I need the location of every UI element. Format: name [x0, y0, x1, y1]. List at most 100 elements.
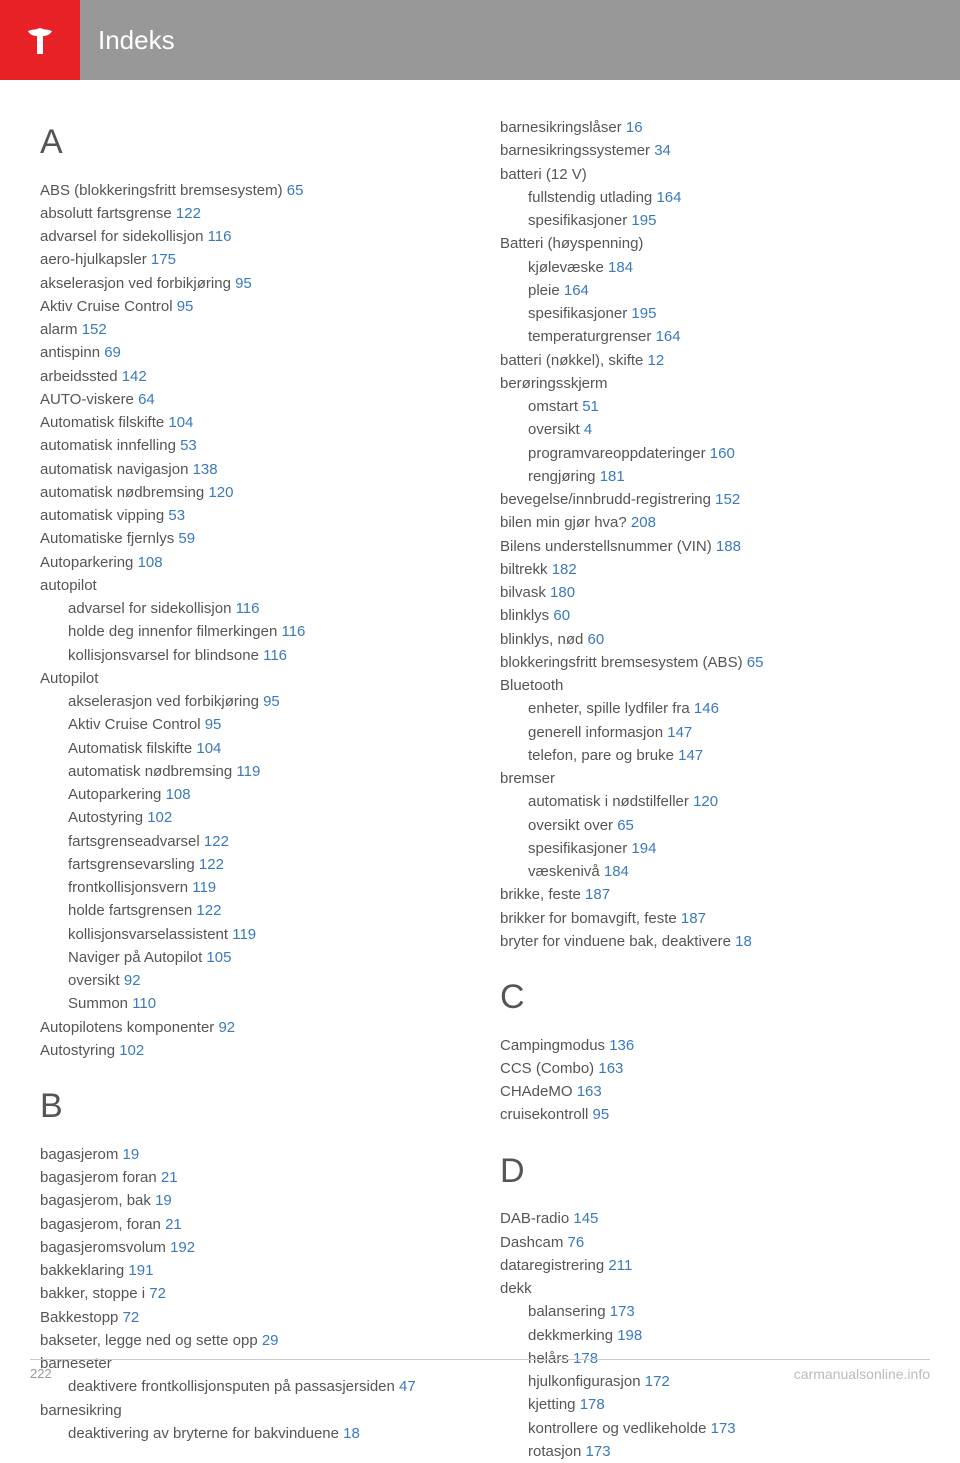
page-link[interactable]: 138: [193, 461, 218, 478]
page-link[interactable]: 184: [608, 259, 633, 276]
page-link[interactable]: 142: [122, 368, 147, 385]
page-link[interactable]: 60: [553, 607, 570, 624]
page-link[interactable]: 65: [747, 654, 764, 671]
page-link[interactable]: 164: [656, 328, 681, 345]
page-link[interactable]: 147: [678, 747, 703, 764]
page-link[interactable]: 60: [588, 631, 605, 648]
page-link[interactable]: 95: [235, 275, 252, 292]
page-link[interactable]: 51: [582, 398, 599, 415]
page-link[interactable]: 18: [343, 1425, 360, 1442]
page-link[interactable]: 95: [205, 716, 222, 733]
page-link[interactable]: 95: [177, 298, 194, 315]
page-link[interactable]: 198: [617, 1327, 642, 1344]
page-link[interactable]: 173: [586, 1443, 611, 1460]
page-link[interactable]: 208: [631, 514, 656, 531]
page-link[interactable]: 163: [598, 1060, 623, 1077]
page-link[interactable]: 92: [124, 972, 141, 989]
page-link[interactable]: 12: [648, 352, 665, 369]
page-link[interactable]: 160: [710, 445, 735, 462]
page-link[interactable]: 181: [600, 468, 625, 485]
page-link[interactable]: 187: [585, 886, 610, 903]
page-link[interactable]: 105: [206, 949, 231, 966]
page-link[interactable]: 104: [168, 414, 193, 431]
page-link[interactable]: 146: [694, 700, 719, 717]
page-link[interactable]: 164: [564, 282, 589, 299]
page-link[interactable]: 192: [170, 1239, 195, 1256]
index-subentry: enheter, spille lydfiler fra 146: [500, 697, 930, 720]
page-link[interactable]: 145: [573, 1210, 598, 1227]
page-link[interactable]: 92: [218, 1019, 235, 1036]
page-link[interactable]: 76: [568, 1234, 585, 1251]
page-link[interactable]: 180: [550, 584, 575, 601]
page-link[interactable]: 122: [204, 833, 229, 850]
index-subentry: rotasjon 173: [500, 1440, 930, 1463]
entry-text: Summon: [68, 995, 132, 1012]
page-link[interactable]: 122: [176, 205, 201, 222]
page-link[interactable]: 102: [119, 1042, 144, 1059]
page-link[interactable]: 152: [82, 321, 107, 338]
page-link[interactable]: 164: [656, 189, 681, 206]
page-link[interactable]: 178: [580, 1396, 605, 1413]
page-link[interactable]: 173: [610, 1303, 635, 1320]
index-subentry: automatisk i nødstilfeller 120: [500, 790, 930, 813]
page-link[interactable]: 108: [138, 554, 163, 571]
page-link[interactable]: 116: [281, 623, 305, 640]
page-link[interactable]: 65: [287, 182, 304, 199]
page-link[interactable]: 104: [196, 740, 221, 757]
page-link[interactable]: 53: [168, 507, 185, 524]
index-entry: CHAdeMO 163: [500, 1080, 930, 1103]
page-link[interactable]: 95: [593, 1106, 610, 1123]
page-link[interactable]: 116: [236, 600, 260, 617]
page-link[interactable]: 116: [263, 647, 287, 664]
page-link[interactable]: 182: [552, 561, 577, 578]
page-link[interactable]: 119: [236, 763, 260, 780]
page-link[interactable]: 29: [262, 1332, 279, 1349]
page-link[interactable]: 69: [104, 344, 121, 361]
page-link[interactable]: 18: [735, 933, 752, 950]
page-link[interactable]: 152: [715, 491, 740, 508]
page-link[interactable]: 4: [584, 421, 592, 438]
index-entry: bagasjeromsvolum 192: [40, 1236, 470, 1259]
index-subentry: Automatisk filskifte 104: [40, 737, 470, 760]
entry-text: kjetting: [528, 1396, 580, 1413]
page-link[interactable]: 53: [180, 437, 197, 454]
page-link[interactable]: 122: [196, 902, 221, 919]
page-link[interactable]: 21: [165, 1216, 182, 1233]
page-link[interactable]: 195: [631, 305, 656, 322]
page-link[interactable]: 188: [716, 538, 741, 555]
page-link[interactable]: 64: [138, 391, 155, 408]
page-link[interactable]: 195: [631, 212, 656, 229]
page-link[interactable]: 102: [147, 809, 172, 826]
page-link[interactable]: 120: [208, 484, 233, 501]
page-link[interactable]: 175: [151, 251, 176, 268]
page-link[interactable]: 122: [199, 856, 224, 873]
page-link[interactable]: 19: [123, 1146, 140, 1163]
page-link[interactable]: 211: [608, 1257, 632, 1274]
index-entry: bremser: [500, 767, 930, 790]
page-link[interactable]: 19: [155, 1192, 172, 1209]
page-link[interactable]: 147: [667, 724, 692, 741]
page-link[interactable]: 72: [149, 1285, 166, 1302]
page-link[interactable]: 187: [681, 910, 706, 927]
page-link[interactable]: 119: [232, 926, 256, 943]
page-link[interactable]: 59: [178, 530, 195, 547]
page-link[interactable]: 163: [577, 1083, 602, 1100]
page-link[interactable]: 72: [123, 1309, 140, 1326]
entry-text: cruisekontroll: [500, 1106, 593, 1123]
page-link[interactable]: 184: [604, 863, 629, 880]
page-link[interactable]: 194: [631, 840, 656, 857]
page-link[interactable]: 16: [626, 119, 643, 136]
page-link[interactable]: 108: [166, 786, 191, 803]
page-link[interactable]: 191: [128, 1262, 153, 1279]
page-link[interactable]: 95: [263, 693, 280, 710]
page-link[interactable]: 65: [617, 817, 634, 834]
page-link[interactable]: 110: [132, 995, 156, 1012]
page-link[interactable]: 119: [192, 879, 216, 896]
page-link[interactable]: 173: [711, 1420, 736, 1437]
page-link[interactable]: 116: [208, 228, 232, 245]
page-link[interactable]: 136: [609, 1037, 634, 1054]
index-subentry: oversikt 92: [40, 969, 470, 992]
page-link[interactable]: 120: [693, 793, 718, 810]
page-link[interactable]: 34: [654, 142, 671, 159]
page-link[interactable]: 21: [161, 1169, 178, 1186]
